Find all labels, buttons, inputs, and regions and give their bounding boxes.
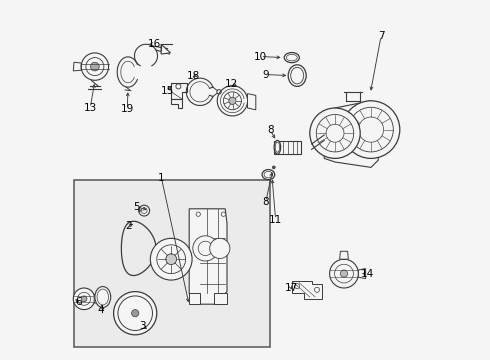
Circle shape (193, 236, 218, 261)
Ellipse shape (291, 67, 304, 84)
Circle shape (157, 245, 186, 274)
Circle shape (316, 114, 354, 152)
Polygon shape (292, 281, 322, 299)
Ellipse shape (264, 171, 273, 178)
Polygon shape (171, 99, 182, 108)
Circle shape (118, 296, 152, 330)
Circle shape (166, 254, 176, 265)
Text: 16: 16 (147, 39, 161, 49)
Text: 11: 11 (269, 215, 282, 225)
Circle shape (220, 297, 224, 301)
Text: 14: 14 (361, 269, 374, 279)
Polygon shape (324, 101, 378, 167)
Circle shape (81, 296, 87, 302)
Text: 13: 13 (84, 103, 97, 113)
Ellipse shape (275, 142, 280, 152)
Text: 3: 3 (139, 321, 146, 331)
Circle shape (139, 205, 149, 216)
Circle shape (315, 287, 319, 292)
Circle shape (223, 92, 242, 110)
Circle shape (210, 238, 230, 258)
Ellipse shape (284, 53, 299, 63)
Circle shape (176, 84, 181, 89)
Circle shape (132, 310, 139, 317)
Polygon shape (189, 209, 227, 304)
Circle shape (198, 241, 213, 256)
Ellipse shape (262, 170, 275, 180)
Circle shape (77, 292, 91, 305)
Circle shape (86, 58, 104, 76)
Ellipse shape (274, 140, 281, 154)
Circle shape (139, 210, 141, 212)
Circle shape (229, 97, 236, 104)
Polygon shape (247, 94, 256, 110)
Text: 6: 6 (75, 297, 82, 307)
FancyBboxPatch shape (74, 180, 270, 347)
Circle shape (349, 107, 393, 152)
Ellipse shape (97, 289, 109, 305)
Circle shape (335, 264, 353, 283)
Circle shape (358, 117, 384, 142)
Polygon shape (358, 269, 366, 279)
Text: 4: 4 (98, 305, 104, 315)
Circle shape (342, 101, 400, 158)
Text: 17: 17 (285, 283, 298, 293)
Text: 8: 8 (267, 125, 273, 135)
Circle shape (294, 284, 300, 289)
Text: 9: 9 (263, 69, 269, 80)
Ellipse shape (288, 65, 306, 86)
Polygon shape (161, 44, 171, 54)
Circle shape (330, 259, 358, 288)
Ellipse shape (95, 287, 111, 307)
Text: 7: 7 (378, 31, 384, 41)
Circle shape (310, 108, 360, 158)
Polygon shape (215, 293, 227, 304)
Circle shape (81, 53, 109, 80)
Polygon shape (274, 141, 301, 154)
Ellipse shape (286, 54, 297, 61)
Circle shape (217, 90, 221, 94)
Polygon shape (340, 251, 348, 259)
Circle shape (221, 212, 225, 216)
Text: 12: 12 (225, 78, 238, 89)
Circle shape (326, 124, 344, 142)
Text: 5: 5 (133, 202, 140, 212)
Polygon shape (189, 293, 200, 304)
Text: 2: 2 (125, 221, 132, 231)
Circle shape (150, 238, 192, 280)
Circle shape (341, 270, 347, 277)
Polygon shape (94, 294, 102, 303)
Circle shape (272, 166, 275, 169)
Circle shape (141, 208, 147, 213)
Circle shape (196, 297, 200, 301)
Circle shape (196, 212, 200, 216)
Text: 15: 15 (161, 86, 174, 96)
Text: 18: 18 (187, 71, 200, 81)
Text: 19: 19 (121, 104, 134, 114)
Text: 10: 10 (254, 51, 267, 62)
Circle shape (74, 288, 95, 310)
Polygon shape (171, 83, 187, 99)
Circle shape (114, 292, 157, 335)
Circle shape (91, 62, 99, 71)
Text: 1: 1 (158, 173, 165, 183)
Text: 8: 8 (263, 197, 269, 207)
